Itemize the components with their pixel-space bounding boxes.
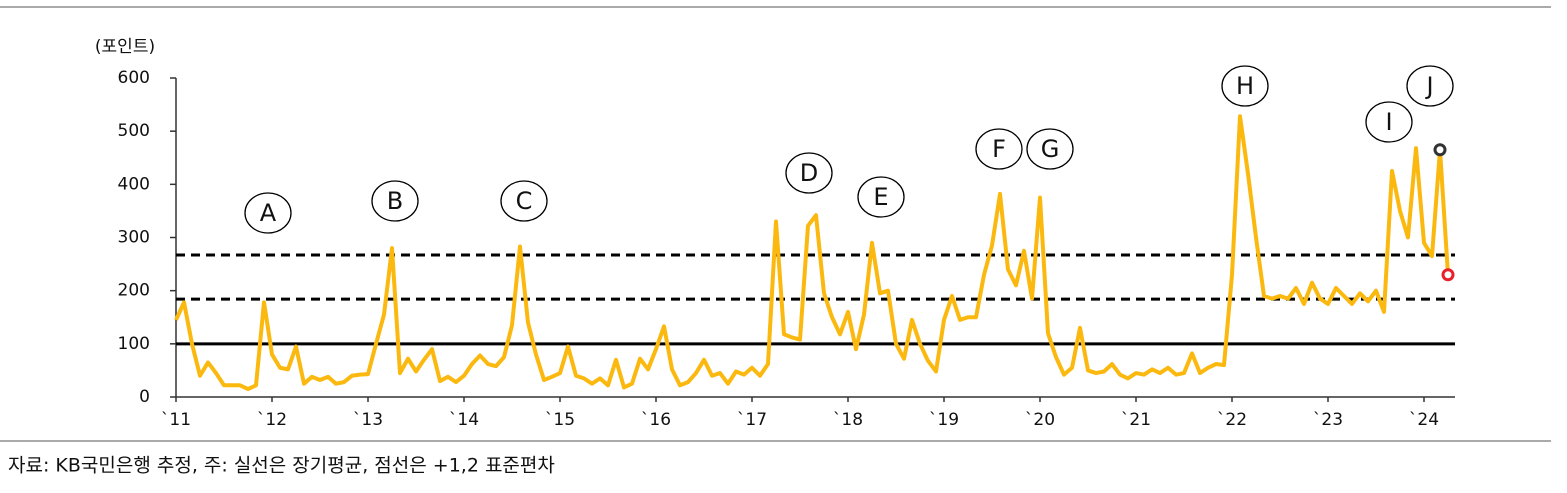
annotation-label: J: [1424, 72, 1433, 100]
annotation-circle: [785, 152, 833, 194]
annotation-circle: [371, 180, 419, 222]
annotation-circle: [500, 180, 548, 222]
annotation-circle: [1026, 128, 1074, 170]
annotation-label: D: [800, 159, 818, 187]
annotation-label: I: [1385, 108, 1392, 136]
x-tick-label: `12: [257, 410, 287, 430]
highlight-point: [1441, 268, 1455, 282]
x-tick-label: `19: [929, 410, 959, 430]
y-tick-label: 400: [118, 174, 150, 194]
annotation-label: E: [873, 183, 888, 211]
annotation-circle: [244, 192, 292, 234]
x-tick-label: `18: [833, 410, 863, 430]
x-tick-label: `13: [353, 410, 383, 430]
highlight-point: [1433, 143, 1447, 157]
source-note: 자료: KB국민은행 추정, 주: 실선은 장기평균, 점선은 +1,2 표준편…: [8, 455, 555, 477]
y-tick-label: 0: [139, 387, 150, 407]
y-tick-label: 600: [118, 68, 150, 88]
annotation-circle: [857, 176, 905, 218]
x-tick-label: `24: [1409, 410, 1439, 430]
y-tick-label: 500: [118, 121, 150, 141]
x-tick-label: `20: [1025, 410, 1055, 430]
x-tick-label: `15: [545, 410, 575, 430]
y-tick-label: 100: [118, 334, 150, 354]
annotation-circle: [1221, 65, 1269, 107]
annotation-circle: [975, 128, 1023, 170]
y-axis-label: (포인트): [95, 37, 155, 57]
x-tick-label: `23: [1313, 410, 1343, 430]
x-tick-label: `11: [161, 410, 191, 430]
annotation-circle: [1365, 101, 1413, 143]
annotation-circle: [1406, 65, 1454, 107]
data-line: [174, 114, 1450, 392]
x-tick-label: `17: [737, 410, 767, 430]
annotation-label: F: [992, 135, 1006, 163]
annotation-label: B: [387, 187, 403, 215]
annotation-label: A: [260, 199, 277, 227]
y-tick-label: 300: [118, 228, 150, 248]
x-tick-label: `16: [641, 410, 671, 430]
x-tick-label: `22: [1217, 410, 1247, 430]
x-tick-label: `14: [449, 410, 479, 430]
annotation-label: G: [1041, 135, 1060, 163]
x-tick-label: `21: [1121, 410, 1151, 430]
y-tick-label: 200: [118, 281, 150, 301]
annotation-label: C: [516, 187, 533, 215]
annotation-label: H: [1236, 72, 1254, 100]
